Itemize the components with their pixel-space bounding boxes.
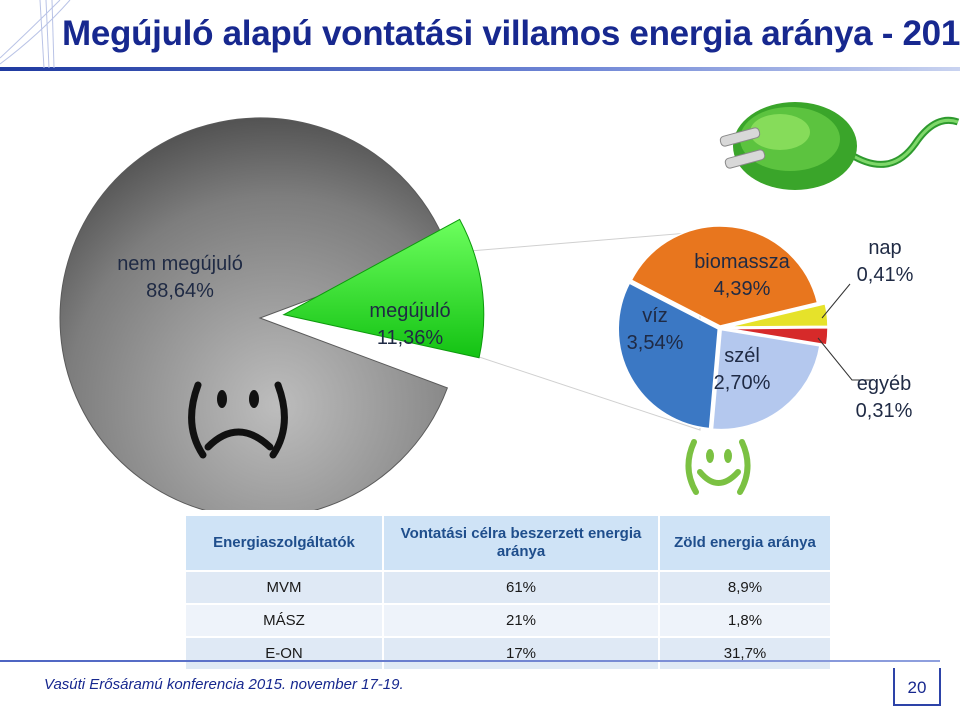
slice-label-megujulo: 11,36% xyxy=(377,327,444,349)
slice-label-viz: víz xyxy=(642,305,668,327)
page-title: Megújuló alapú vontatási villamos energi… xyxy=(62,14,960,53)
slice-label-nap: nap xyxy=(868,237,901,259)
pie-chart-area: nem megújuló 88,64% megújuló 11,36% víz 3,54… xyxy=(59,117,914,510)
table-cell: MÁSZ xyxy=(186,603,384,636)
eco-plug-icon xyxy=(719,102,960,190)
slice-label-biomassza: biomassza xyxy=(694,251,790,273)
table-row: MÁSZ 21% 1,8% xyxy=(186,603,832,636)
provider-table: Energiaszolgáltatók Vontatási célra besz… xyxy=(186,516,832,669)
table-header: Energiaszolgáltatók xyxy=(186,516,384,570)
table-cell: MVM xyxy=(186,570,384,603)
pie-slice-megujulo xyxy=(282,218,485,359)
pie-slice-víz xyxy=(617,282,720,430)
table-cell: 61% xyxy=(384,570,660,603)
table-cell: E-ON xyxy=(186,636,384,669)
slice-label-nem-megujulo: nem megújuló xyxy=(117,253,243,275)
footer-line xyxy=(0,660,940,662)
slice-label-szel: 2,70% xyxy=(714,372,771,394)
table-row: E-ON 17% 31,7% xyxy=(186,636,832,669)
slice-label-nem-megujulo: 88,64% xyxy=(146,280,214,302)
sad-face-icon xyxy=(188,381,288,459)
pie-slice-nap xyxy=(727,302,829,328)
pie-slice-szél xyxy=(711,328,821,431)
slice-label-viz: 3,54% xyxy=(627,332,684,354)
table-header: Zöld energia aránya xyxy=(660,516,832,570)
footer-text: Vasúti Erősáramú konferencia 2015. novem… xyxy=(44,676,404,693)
page-number: 20 xyxy=(893,668,941,706)
table-header: Vontatási célra beszerzett energia arány… xyxy=(384,516,660,570)
table-cell: 17% xyxy=(384,636,660,669)
pie-slice-nem-megujulo xyxy=(59,117,449,510)
slice-label-nap: 0,41% xyxy=(857,264,914,286)
slice-label-egyeb: egyéb xyxy=(857,373,912,395)
pie-slice-egyéb xyxy=(727,327,829,346)
table-cell: 8,9% xyxy=(660,570,832,603)
happy-face-icon xyxy=(685,439,751,495)
leader-line-nap xyxy=(821,283,851,319)
slice-label-megujulo: megújuló xyxy=(369,300,450,322)
title-underline xyxy=(0,67,960,71)
slice-label-egyeb: 0,31% xyxy=(856,400,913,422)
slice-label-biomassza: 4,39% xyxy=(714,278,771,300)
table-cell: 1,8% xyxy=(660,603,832,636)
leader-line-egyeb xyxy=(817,337,872,381)
table-cell: 31,7% xyxy=(660,636,832,669)
table-row: MVM 61% 8,9% xyxy=(186,570,832,603)
table-header-row: Energiaszolgáltatók Vontatási célra besz… xyxy=(186,516,832,570)
pie-slice-biomassza xyxy=(630,225,819,327)
table-cell: 21% xyxy=(384,603,660,636)
slice-label-szel: szél xyxy=(724,345,760,367)
decorative-lines xyxy=(0,0,71,69)
